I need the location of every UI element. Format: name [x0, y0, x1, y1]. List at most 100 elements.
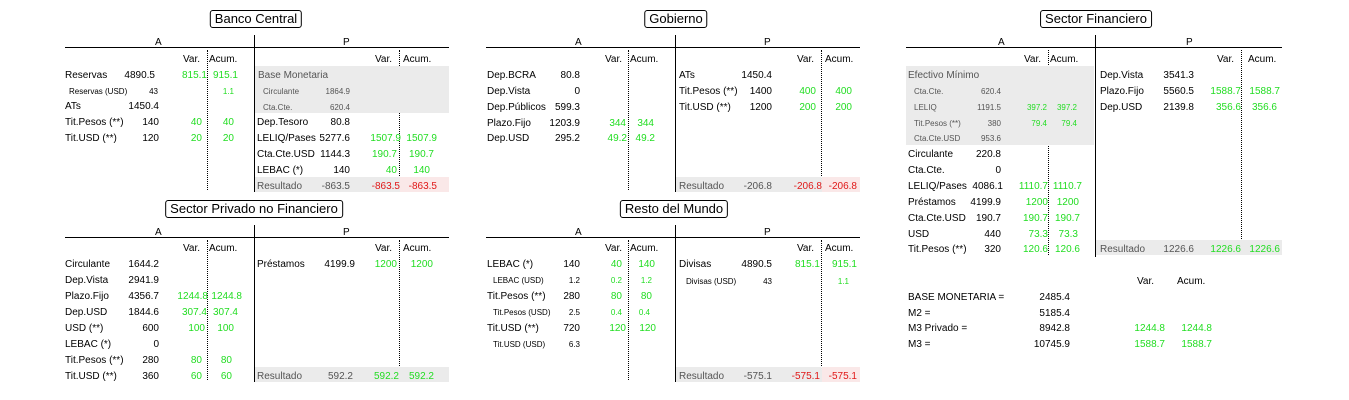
- row-label: Dep.Tesoro: [257, 117, 309, 128]
- row-acum: 344: [637, 118, 654, 129]
- resultado-acum: -863.5: [408, 181, 437, 192]
- assets-header: A: [155, 227, 162, 238]
- liab-var-divider: [1241, 50, 1242, 255]
- liabilities-header: P: [1186, 37, 1193, 48]
- row-label: USD (**): [65, 323, 104, 334]
- row-var: 120.6: [1022, 244, 1048, 255]
- row-var: 1200: [374, 259, 397, 270]
- assets-header: A: [155, 37, 162, 48]
- resultado-label: Resultado: [679, 181, 725, 192]
- efectivo-minimo-block: [906, 66, 1094, 145]
- row-var: 1200: [1025, 197, 1048, 208]
- liab-var-header: Var.: [375, 243, 393, 254]
- liabilities-header: P: [343, 227, 350, 238]
- resultado-acum: 592.2: [408, 371, 434, 382]
- liab-var-divider: [821, 240, 822, 380]
- row-acum: 397.2: [1056, 103, 1077, 112]
- row-var: 190.7: [371, 149, 397, 160]
- resultado-red-shade: [400, 177, 449, 192]
- row-value: 1191.5: [977, 103, 1001, 112]
- summary-var: 1588.7: [1134, 339, 1165, 350]
- resultado-label: Resultado: [257, 181, 303, 192]
- row-value: 280: [142, 355, 159, 366]
- row-var: 40: [610, 259, 622, 270]
- row-value: 720: [563, 323, 580, 334]
- row-value: 140: [333, 165, 350, 176]
- row-label: USD: [908, 229, 930, 240]
- row-label: Dep.Vista: [487, 86, 531, 97]
- row-value: 1144.3: [320, 149, 350, 160]
- resultado-value: -206.8: [743, 181, 772, 192]
- row-label: Reservas: [65, 70, 108, 81]
- row-var: 1507.9: [370, 133, 401, 144]
- summary-acum-header: Acum.: [1177, 276, 1206, 287]
- row-value: 5560.5: [1163, 86, 1194, 97]
- row-label: Reservas (USD): [69, 87, 128, 96]
- row-label: Divisas: [679, 259, 712, 270]
- row-acum: 400: [835, 86, 852, 97]
- assets-var-header: Var.: [605, 54, 623, 65]
- row-label: Tit.USD (**): [65, 371, 117, 382]
- row-label: LEBAC (*): [65, 339, 112, 350]
- row-acum: 190.7: [1054, 213, 1080, 224]
- summary-value: 8942.8: [1039, 323, 1070, 334]
- row-value: 620.4: [980, 87, 1001, 96]
- resultado-value: 1226.6: [1163, 244, 1194, 255]
- row-value: 1450.4: [128, 101, 159, 112]
- row-label: Tit.Pesos (**): [487, 291, 546, 302]
- row-acum: 120: [639, 323, 656, 334]
- row-acum: 1.1: [222, 87, 234, 96]
- resultado-acum: 1226.6: [1249, 244, 1280, 255]
- row-var: 1588.7: [1210, 86, 1241, 97]
- row-value: 0: [153, 339, 159, 350]
- row-value: 140: [142, 117, 159, 128]
- row-var: 815.1: [794, 259, 820, 270]
- resultado-shade: [255, 367, 449, 382]
- row-value: 0: [995, 165, 1001, 176]
- row-label: Tit.USD (**): [65, 133, 117, 144]
- row-acum: 307.4: [212, 307, 238, 318]
- liab-acum-header: Acum.: [825, 243, 854, 254]
- row-acum: 1200: [1056, 197, 1079, 208]
- row-var: 40: [190, 117, 202, 128]
- assets-var-divider: [1048, 50, 1049, 255]
- resultado-acum: -206.8: [828, 181, 857, 192]
- row-value: 620.4: [329, 103, 350, 112]
- row-value: 43: [149, 87, 158, 96]
- resultado-var: -575.1: [791, 371, 820, 382]
- summary-var: 1244.8: [1134, 323, 1165, 334]
- row-acum: 1588.7: [1249, 86, 1280, 97]
- summary-value: 2485.4: [1039, 292, 1070, 303]
- row-value: 360: [142, 371, 159, 382]
- row-acum: 100: [217, 323, 234, 334]
- row-acum: 120.6: [1054, 244, 1080, 255]
- row-label: Dep.USD: [65, 307, 108, 318]
- row-var: 815.1: [181, 70, 207, 81]
- resultado-var: -206.8: [793, 181, 822, 192]
- row-var: 356.6: [1215, 102, 1241, 113]
- row-var: 80: [610, 291, 622, 302]
- row-value: 220.8: [975, 149, 1001, 160]
- row-label: Cta.Cte.USD: [908, 213, 966, 224]
- row-value: 4890.5: [741, 259, 772, 270]
- row-var: 100: [188, 323, 205, 334]
- row-label: Dep.BCRA: [487, 70, 536, 81]
- summary-acum: 1588.7: [1181, 339, 1212, 350]
- resultado-red-shade: [822, 367, 860, 382]
- resultado-var: -863.5: [371, 181, 400, 192]
- row-value: 2941.9: [128, 275, 159, 286]
- row-acum: 1110.7: [1052, 181, 1082, 192]
- row-label: Tit.USD (USD): [493, 340, 546, 349]
- row-var: 1110.7: [1018, 181, 1048, 192]
- row-value: 280: [563, 291, 580, 302]
- row-value: 953.6: [980, 134, 1001, 143]
- row-var: 49.2: [607, 133, 627, 144]
- row-var: 79.4: [1031, 119, 1047, 128]
- row-label: Tit.Pesos (**): [914, 119, 961, 128]
- assets-var-header: Var.: [183, 243, 201, 254]
- liabilities-header: P: [764, 227, 771, 238]
- row-value: 1450.4: [741, 70, 772, 81]
- row-value: 1203.9: [549, 118, 580, 129]
- assets-var-divider: [207, 240, 208, 380]
- row-acum: 140: [413, 165, 430, 176]
